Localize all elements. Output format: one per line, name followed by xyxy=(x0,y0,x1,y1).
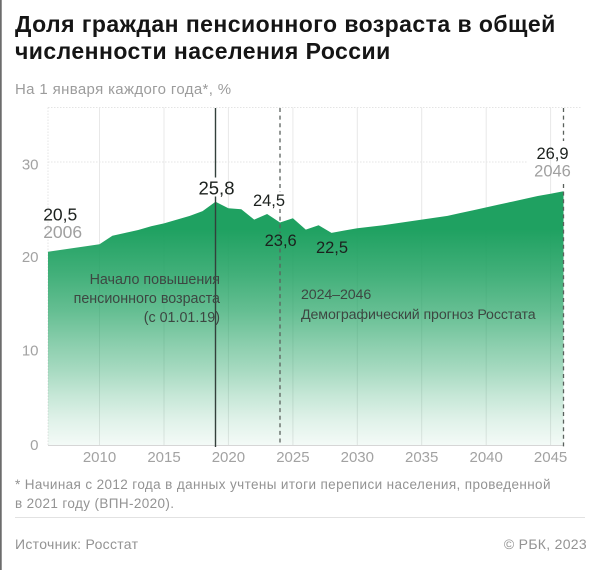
svg-text:2030: 2030 xyxy=(341,449,374,466)
svg-text:0: 0 xyxy=(30,437,38,454)
svg-text:22,5: 22,5 xyxy=(316,239,348,257)
svg-text:30: 30 xyxy=(22,157,39,174)
svg-text:2046: 2046 xyxy=(534,163,571,181)
svg-text:10: 10 xyxy=(22,343,39,360)
svg-text:2010: 2010 xyxy=(83,449,116,466)
svg-text:2006: 2006 xyxy=(43,222,82,242)
svg-text:2045: 2045 xyxy=(534,449,567,466)
svg-text:24,5: 24,5 xyxy=(253,192,285,210)
svg-text:2025: 2025 xyxy=(276,449,309,466)
svg-text:2015: 2015 xyxy=(147,449,180,466)
svg-text:20: 20 xyxy=(22,249,39,266)
svg-text:23,6: 23,6 xyxy=(265,232,297,250)
svg-text:20,5: 20,5 xyxy=(43,204,77,224)
svg-text:26,9: 26,9 xyxy=(536,145,568,163)
svg-text:2020: 2020 xyxy=(212,449,245,466)
svg-text:2040: 2040 xyxy=(470,449,503,466)
svg-text:25,8: 25,8 xyxy=(198,177,234,198)
svg-text:2035: 2035 xyxy=(405,449,438,466)
